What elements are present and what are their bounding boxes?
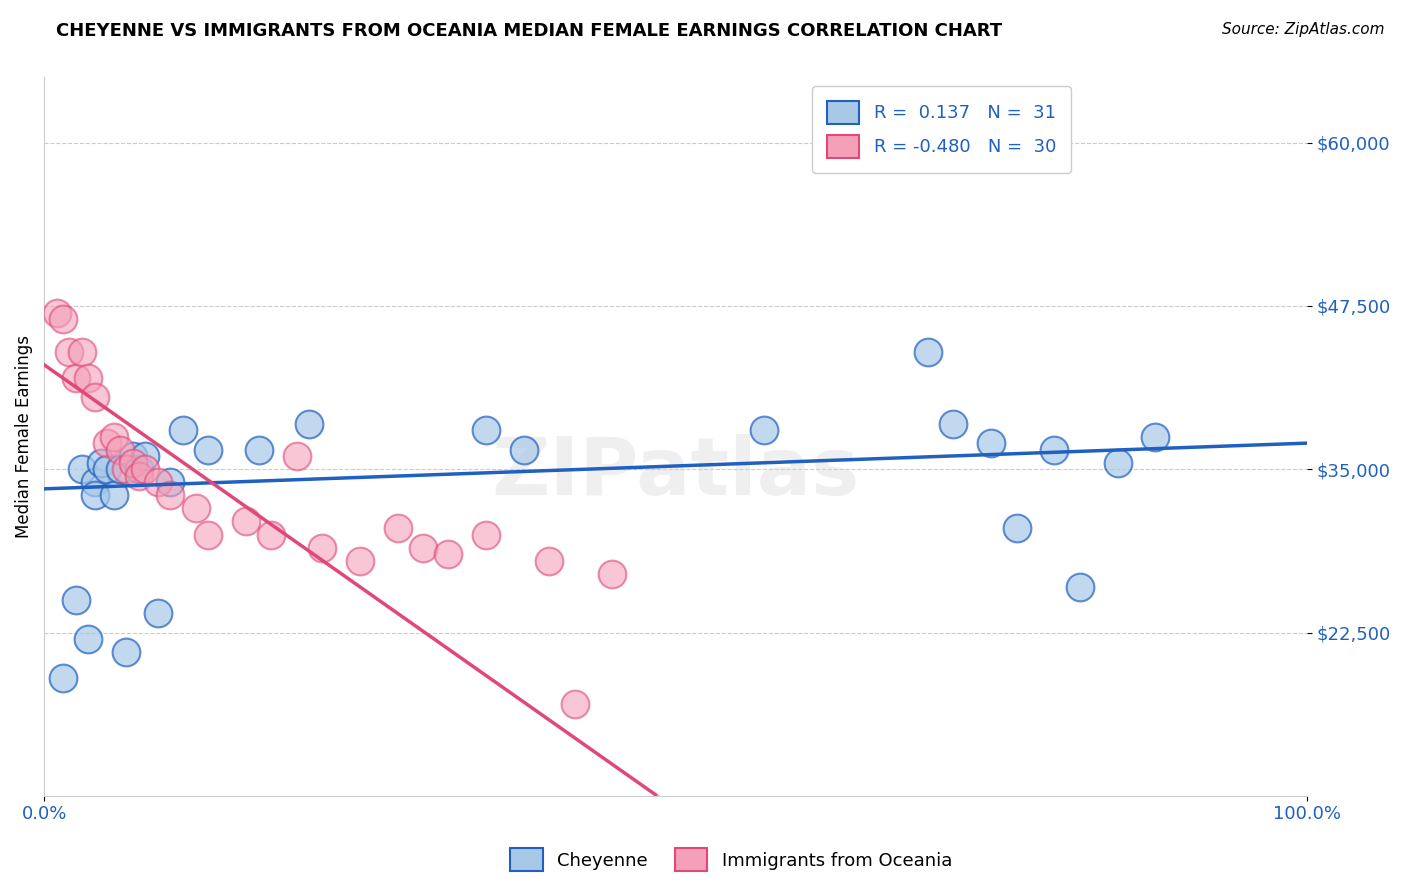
Point bbox=[70, 462, 93, 476]
Point bbox=[83, 488, 105, 502]
Point bbox=[108, 462, 131, 476]
Point bbox=[70, 344, 93, 359]
Point bbox=[115, 645, 138, 659]
Point bbox=[45, 305, 67, 319]
Point bbox=[65, 592, 87, 607]
Point bbox=[184, 501, 207, 516]
Point bbox=[980, 436, 1002, 450]
Point bbox=[103, 488, 125, 502]
Point bbox=[134, 462, 156, 476]
Point bbox=[1069, 580, 1091, 594]
Legend: Cheyenne, Immigrants from Oceania: Cheyenne, Immigrants from Oceania bbox=[503, 841, 959, 879]
Point bbox=[103, 429, 125, 443]
Point bbox=[285, 449, 308, 463]
Point bbox=[65, 371, 87, 385]
Point bbox=[247, 442, 270, 457]
Point bbox=[917, 344, 939, 359]
Y-axis label: Median Female Earnings: Median Female Earnings bbox=[15, 335, 32, 538]
Point bbox=[90, 456, 112, 470]
Point bbox=[260, 527, 283, 541]
Point bbox=[197, 527, 219, 541]
Text: Source: ZipAtlas.com: Source: ZipAtlas.com bbox=[1222, 22, 1385, 37]
Point bbox=[134, 449, 156, 463]
Point bbox=[121, 456, 143, 470]
Point bbox=[108, 442, 131, 457]
Point bbox=[83, 391, 105, 405]
Point bbox=[146, 606, 169, 620]
Point bbox=[513, 442, 536, 457]
Point bbox=[52, 312, 75, 326]
Point bbox=[128, 468, 150, 483]
Point bbox=[146, 475, 169, 490]
Point bbox=[96, 462, 118, 476]
Point bbox=[538, 554, 561, 568]
Point bbox=[52, 671, 75, 685]
Text: CHEYENNE VS IMMIGRANTS FROM OCEANIA MEDIAN FEMALE EARNINGS CORRELATION CHART: CHEYENNE VS IMMIGRANTS FROM OCEANIA MEDI… bbox=[56, 22, 1002, 40]
Point bbox=[115, 462, 138, 476]
Point bbox=[1043, 442, 1066, 457]
Point bbox=[235, 515, 257, 529]
Point bbox=[197, 442, 219, 457]
Point bbox=[412, 541, 434, 555]
Point bbox=[121, 449, 143, 463]
Point bbox=[77, 371, 100, 385]
Point bbox=[77, 632, 100, 646]
Point bbox=[475, 423, 498, 437]
Point bbox=[752, 423, 775, 437]
Point bbox=[475, 527, 498, 541]
Point bbox=[159, 488, 181, 502]
Text: ZIPatlas: ZIPatlas bbox=[492, 434, 859, 511]
Point bbox=[942, 417, 965, 431]
Point bbox=[1144, 429, 1167, 443]
Point bbox=[172, 423, 194, 437]
Point bbox=[83, 475, 105, 490]
Point bbox=[96, 436, 118, 450]
Point bbox=[349, 554, 371, 568]
Point bbox=[159, 475, 181, 490]
Point bbox=[437, 547, 460, 561]
Point bbox=[602, 566, 624, 581]
Point bbox=[298, 417, 321, 431]
Point bbox=[311, 541, 333, 555]
Point bbox=[1107, 456, 1129, 470]
Point bbox=[58, 344, 80, 359]
Point bbox=[1005, 521, 1028, 535]
Point bbox=[387, 521, 409, 535]
Legend: R =  0.137   N =  31, R = -0.480   N =  30: R = 0.137 N = 31, R = -0.480 N = 30 bbox=[813, 87, 1071, 172]
Point bbox=[128, 462, 150, 476]
Point bbox=[564, 698, 586, 712]
